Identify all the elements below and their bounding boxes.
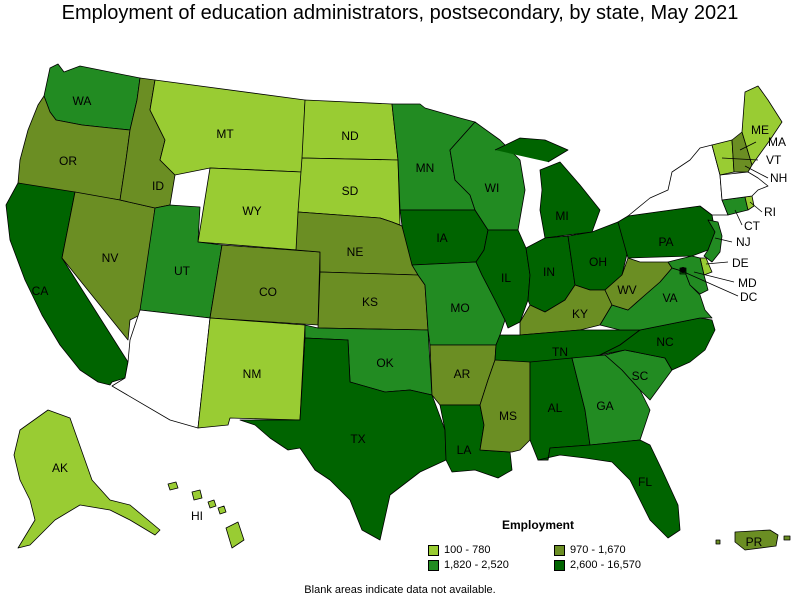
label-ga: GA	[596, 399, 613, 413]
label-ut: UT	[174, 264, 191, 278]
label-in: IN	[543, 265, 555, 279]
label-wi: WI	[485, 181, 500, 195]
state-labels: WA OR CA NV ID MT WY UT AZ CO NM ND SD N…	[32, 94, 788, 549]
label-il: IL	[501, 271, 511, 285]
label-oh: OH	[589, 255, 607, 269]
legend-item-c1: 100 - 780	[428, 544, 554, 556]
legend-item-c3: 1,820 - 2,520	[428, 559, 554, 571]
label-ma: MA	[768, 135, 786, 149]
legend-label-c2: 970 - 1,670	[570, 544, 626, 556]
label-mn: MN	[416, 161, 435, 175]
label-de: DE	[732, 256, 749, 270]
label-ca: CA	[32, 284, 49, 298]
label-pr: PR	[746, 535, 763, 549]
label-sc: SC	[632, 369, 649, 383]
label-nd: ND	[341, 129, 359, 143]
state-fl[interactable]	[537, 439, 681, 539]
label-mi: MI	[555, 209, 568, 223]
label-or: OR	[59, 154, 77, 168]
label-hi: HI	[191, 509, 203, 523]
dc-marker	[680, 267, 686, 273]
label-md: MD	[738, 276, 757, 290]
legend-swatch-c4	[554, 559, 565, 571]
label-nj: NJ	[736, 235, 751, 249]
label-nh: NH	[770, 171, 787, 185]
legend-label-c4: 2,600 - 16,570	[570, 559, 641, 571]
label-ok: OK	[376, 356, 393, 370]
state-me[interactable]	[741, 85, 783, 166]
label-sd: SD	[342, 184, 359, 198]
label-co: CO	[259, 285, 277, 299]
state-ma[interactable]	[719, 171, 769, 201]
label-nm: NM	[243, 367, 262, 381]
label-nc: NC	[656, 335, 674, 349]
label-id: ID	[152, 179, 164, 193]
label-fl: FL	[638, 475, 652, 489]
label-wa: WA	[73, 94, 92, 108]
label-ia: IA	[436, 231, 447, 245]
label-tn: TN	[552, 345, 568, 359]
state-ak[interactable]	[13, 409, 161, 549]
label-ky: KY	[572, 307, 588, 321]
state-hi[interactable]	[167, 481, 245, 549]
legend-item-c2: 970 - 1,670	[554, 544, 674, 556]
label-vt: VT	[766, 153, 782, 167]
label-ri: RI	[764, 205, 776, 219]
legend: Employment 100 - 780 970 - 1,670 1,820 -…	[428, 518, 648, 571]
label-al: AL	[548, 401, 563, 415]
map-title: Employment of education administrators, …	[61, 2, 739, 24]
label-me: ME	[751, 123, 769, 137]
label-ne: NE	[347, 245, 364, 259]
state-tx[interactable]	[239, 337, 447, 541]
label-pa: PA	[658, 235, 673, 249]
label-wy: WY	[242, 204, 261, 218]
label-tx: TX	[350, 432, 365, 446]
footnote: Blank areas indicate data not available.	[304, 584, 496, 596]
legend-title: Employment	[501, 518, 574, 532]
label-wv: WV	[617, 283, 636, 297]
label-dc: DC	[740, 290, 758, 304]
label-nv: NV	[102, 251, 119, 265]
state-mi[interactable]	[494, 137, 601, 239]
leader-lines	[683, 141, 769, 297]
legend-swatch-c2	[554, 544, 565, 556]
label-la: LA	[457, 443, 472, 457]
label-ak: AK	[52, 461, 68, 475]
state-nj[interactable]	[703, 219, 723, 263]
label-ar: AR	[454, 367, 471, 381]
legend-swatch-c1	[428, 544, 439, 556]
legend-swatch-c3	[428, 559, 439, 571]
label-ms: MS	[499, 409, 517, 423]
label-mt: MT	[216, 127, 234, 141]
label-va: VA	[662, 291, 677, 305]
legend-label-c3: 1,820 - 2,520	[444, 559, 509, 571]
label-ct: CT	[744, 219, 761, 233]
state-pr[interactable]	[715, 529, 791, 551]
state-ca[interactable]	[5, 182, 129, 386]
legend-item-c4: 2,600 - 16,570	[554, 559, 674, 571]
state-md[interactable]	[667, 255, 709, 295]
legend-label-c1: 100 - 780	[444, 544, 491, 556]
state-ny[interactable]	[627, 144, 729, 217]
label-mo: MO	[450, 301, 469, 315]
label-ks: KS	[362, 295, 378, 309]
